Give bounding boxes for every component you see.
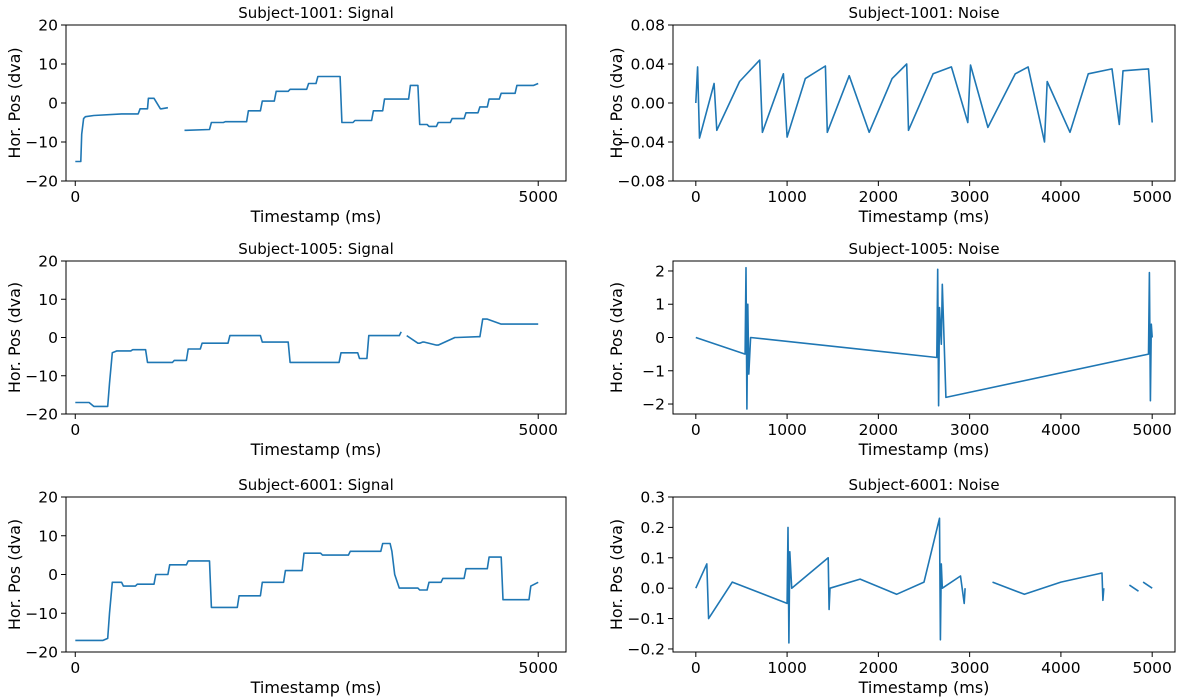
y-axis-label: Hor. Pos (dva) [607, 47, 626, 158]
x-tick-label: 0 [691, 421, 701, 439]
series-line [695, 59, 1153, 143]
x-tick-label: 0 [691, 659, 701, 677]
y-tick-label: −10 [25, 367, 58, 385]
y-axis-label: Hor. Pos (dva) [5, 519, 24, 630]
x-tick-label: 1000 [767, 421, 806, 439]
y-tick-label: −2 [642, 396, 665, 414]
axes-frame [65, 496, 567, 653]
y-tick-label: 0 [655, 329, 665, 347]
subplot-6: 0 1000 2000 3000 4000 5000 −0.2 −0.1 0.0 0.1 0.2 0.… [607, 476, 1176, 697]
y-tick-label: 20 [38, 489, 58, 507]
x-tick-label: 5000 [518, 188, 557, 206]
x-tick-label: 4000 [1041, 421, 1080, 439]
x-tick-label: 0 [70, 421, 80, 439]
series-line [695, 266, 1153, 410]
axes-frame [65, 24, 567, 182]
y-tick-label: 0.1 [640, 549, 665, 567]
subplot-title: Subject-1001: Noise [848, 4, 999, 22]
y-tick-label: −0.04 [618, 134, 666, 152]
x-tick-label: 4000 [1041, 659, 1080, 677]
y-axis-label: Hor. Pos (dva) [607, 282, 626, 393]
series-line [75, 542, 539, 642]
y-tick-label: 0 [48, 566, 58, 584]
x-axis-label: Timestamp (ms) [858, 440, 990, 459]
y-tick-label: 20 [38, 253, 58, 271]
y-tick-label: −0.2 [627, 640, 665, 658]
x-tick-label: 4000 [1041, 188, 1080, 206]
y-axis-label: Hor. Pos (dva) [607, 519, 626, 630]
subplot-4: 0 1000 2000 3000 4000 5000 −2 −1 0 1 2 Subject-1005… [607, 240, 1176, 459]
subplot-title: Subject-1001: Signal [238, 4, 394, 22]
y-tick-label: 1 [655, 296, 665, 314]
y-tick-label: −0.1 [627, 610, 665, 628]
subplot-title: Subject-6001: Noise [848, 476, 999, 494]
x-tick-label: 1000 [767, 659, 806, 677]
y-tick-label: 0.00 [630, 95, 665, 113]
y-tick-label: −10 [25, 134, 58, 152]
x-tick-label: 3000 [950, 659, 989, 677]
x-tick-label: 0 [70, 188, 80, 206]
axes-frame [65, 260, 567, 415]
x-tick-label: 2000 [859, 421, 898, 439]
y-tick-label: 10 [38, 527, 58, 545]
subplot-2: 0 1000 2000 3000 4000 5000 −0.08 −0.04 0.00 0.04 0… [607, 4, 1176, 226]
x-tick-label: 2000 [859, 659, 898, 677]
y-tick-label: 0 [48, 95, 58, 113]
x-tick-label: 5000 [518, 421, 557, 439]
subplot-5: 0 5000 −20 −10 0 10 20 Subject-6001: Signal Time… [5, 476, 567, 697]
axes-frame [672, 496, 1176, 653]
x-axis-label: Timestamp (ms) [858, 678, 990, 697]
x-tick-label: 3000 [950, 188, 989, 206]
y-tick-label: 0 [48, 329, 58, 347]
y-axis-label: Hor. Pos (dva) [5, 282, 24, 393]
series-line [695, 517, 1153, 644]
y-tick-label: 0.0 [640, 580, 665, 598]
x-tick-label: 0 [70, 659, 80, 677]
y-tick-label: −20 [25, 406, 58, 424]
x-tick-label: 1000 [767, 188, 806, 206]
x-axis-label: Timestamp (ms) [250, 207, 382, 226]
x-axis-label: Timestamp (ms) [250, 440, 382, 459]
subplot-3: 0 5000 −20 −10 0 10 20 Subject-1005: Signal Time… [5, 240, 567, 459]
x-tick-label: 5000 [518, 659, 557, 677]
y-tick-label: 10 [38, 56, 58, 74]
y-tick-label: −1 [642, 362, 665, 380]
subplot-title: Subject-1005: Noise [848, 240, 999, 258]
series-line [75, 318, 539, 408]
y-tick-label: −0.08 [618, 173, 666, 191]
x-tick-label: 2000 [859, 188, 898, 206]
y-tick-label: 0.08 [630, 17, 665, 35]
y-tick-label: 2 [655, 262, 665, 280]
y-tick-label: 10 [38, 291, 58, 309]
y-axis-label: Hor. Pos (dva) [5, 47, 24, 158]
x-tick-label: 5000 [1132, 659, 1171, 677]
x-axis-label: Timestamp (ms) [858, 207, 990, 226]
axes-frame [672, 24, 1176, 182]
subplot-title: Subject-1005: Signal [238, 240, 394, 258]
subplot-title: Subject-6001: Signal [238, 476, 394, 494]
x-tick-label: 0 [691, 188, 701, 206]
x-axis-label: Timestamp (ms) [250, 678, 382, 697]
y-tick-label: 0.2 [640, 519, 665, 537]
x-tick-label: 5000 [1132, 421, 1171, 439]
x-tick-label: 3000 [950, 421, 989, 439]
subplot-1: 0 5000 −20 −10 0 10 20 Subject-1001: Signal Time… [5, 4, 567, 226]
y-tick-label: −20 [25, 173, 58, 191]
series-line [75, 75, 539, 163]
y-tick-label: −10 [25, 605, 58, 623]
y-tick-label: 0.3 [640, 489, 665, 507]
y-tick-label: −20 [25, 644, 58, 662]
x-tick-label: 5000 [1132, 188, 1171, 206]
y-tick-label: 20 [38, 17, 58, 35]
y-tick-label: 0.04 [630, 56, 665, 74]
